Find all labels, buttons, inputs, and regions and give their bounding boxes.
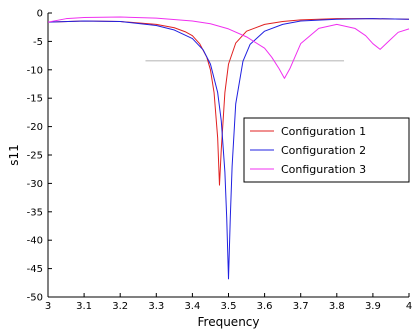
x-axis-label: Frequency [198,315,260,329]
series-line-1 [48,18,410,186]
plot-area [48,16,410,280]
legend-entry-label: Configuration 3 [281,163,366,176]
y-tick-label: -25 [27,151,43,162]
legend-entry-label: Configuration 1 [281,125,366,138]
y-tick-label: -20 [27,122,43,133]
x-tick-label: 3.9 [365,301,381,312]
y-tick-label: -40 [27,236,43,247]
x-tick-label: 3.3 [148,301,164,312]
y-axis-label: s11 [7,144,21,166]
x-tick-label: 3.6 [257,301,273,312]
x-tick-label: 3.1 [76,301,92,312]
y-tick-label: -45 [27,264,43,275]
y-tick-label: 0 [37,9,43,20]
x-tick-label: 3.4 [184,301,200,312]
y-axis-ticks: 0 -5 -10 -15 -20 -25 -30 -35 -40 -45 -50 [27,9,52,304]
y-tick-label: -15 [27,94,43,105]
x-axis-ticks: 3 3.1 3.2 3.3 3.4 3.5 3.6 3.7 3.8 3.9 4 [45,293,412,312]
y-tick-label: -30 [27,179,43,190]
series-line-3 [48,16,410,79]
y-tick-label: -10 [27,65,43,76]
y-tick-label: -35 [27,207,43,218]
x-tick-label: 3.8 [329,301,345,312]
x-tick-label: 3.7 [293,301,309,312]
legend-entry-label: Configuration 2 [281,144,366,157]
x-tick-label: 3.5 [221,301,237,312]
legend: Configuration 1 Configuration 2 Configurat… [243,117,410,183]
x-tick-label: 3.2 [112,301,128,312]
y-tick-label: -5 [33,37,43,48]
series-line-2 [48,18,410,280]
x-tick-label: 3 [45,301,51,312]
x-tick-label: 4 [406,301,412,312]
y-tick-label: -50 [27,293,43,304]
